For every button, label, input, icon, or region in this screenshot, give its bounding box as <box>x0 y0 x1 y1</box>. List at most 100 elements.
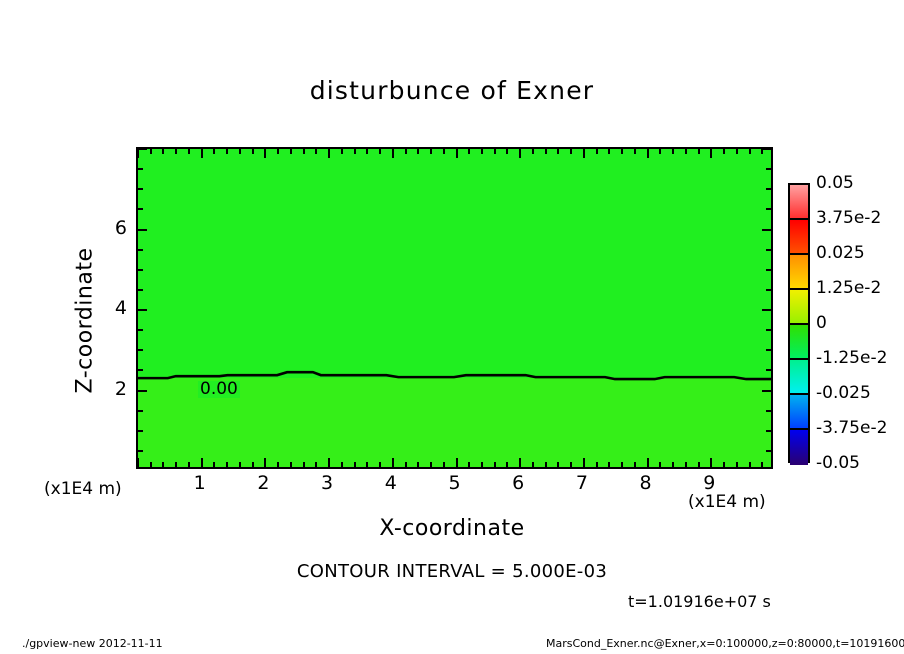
x-axis-tick <box>595 462 598 467</box>
x-axis-tick <box>468 462 471 467</box>
x-axis-tick <box>175 462 178 467</box>
y-axis-tick-right <box>766 409 771 412</box>
x-axis-tick <box>659 462 662 467</box>
x-axis-tick <box>480 462 483 467</box>
x-axis-tick <box>238 462 241 467</box>
x-axis-tick <box>557 462 560 467</box>
x-axis-tick <box>379 462 382 467</box>
footer-dataset-label: MarsCond_Exner.nc@Exner,x=0:100000,z=0:8… <box>546 637 904 650</box>
colorbar-tick-label: 0.05 <box>816 173 854 193</box>
x-axis-tick-top <box>684 149 687 154</box>
x-axis-tick-top <box>519 149 522 158</box>
x-axis-tick-top <box>328 149 331 158</box>
x-axis-tick <box>506 462 509 467</box>
x-axis-tick <box>366 462 369 467</box>
y-axis-tick-right <box>762 389 771 392</box>
x-axis-tick <box>162 462 165 467</box>
x-axis-tick <box>633 462 636 467</box>
x-axis-tick-top <box>162 149 165 154</box>
x-axis-tick-label: 8 <box>639 472 652 494</box>
contour-label: 0.00 <box>198 379 240 399</box>
y-axis-tick-right <box>766 268 771 271</box>
y-axis-tick <box>138 288 143 291</box>
x-axis-tick-top <box>468 149 471 154</box>
y-axis-tick-label: 4 <box>114 297 127 319</box>
x-axis-tick-label: 9 <box>703 472 716 494</box>
x-axis-tick <box>315 462 318 467</box>
y-axis-tick-right <box>766 349 771 352</box>
contour-plot-area <box>136 147 773 469</box>
footer-command-label: ./gpview-new 2012-11-11 <box>22 637 163 650</box>
x-axis-tick-top <box>353 149 356 154</box>
x-axis-tick-top <box>226 149 229 154</box>
y-axis-tick <box>138 349 143 352</box>
y-axis-tick <box>138 409 143 412</box>
x-axis-tick-top <box>187 149 190 154</box>
x-axis-tick <box>582 458 585 467</box>
x-axis-tick-top <box>570 149 573 154</box>
x-axis-tick-top <box>315 149 318 154</box>
colorbar-band <box>790 185 808 220</box>
x-axis-tick <box>710 458 713 467</box>
x-axis-tick <box>213 462 216 467</box>
y-axis-tick-right <box>766 168 771 171</box>
x-axis-tick-top <box>251 149 254 154</box>
colorbar-tick-label: 0 <box>816 313 827 333</box>
x-axis-tick <box>226 462 229 467</box>
colorbar-tick-label: -0.025 <box>816 383 871 403</box>
y-axis-tick <box>138 168 143 171</box>
x-axis-tick-top <box>277 149 280 154</box>
y-axis-tick-label: 2 <box>114 377 127 400</box>
y-axis-tick <box>138 208 143 211</box>
x-axis-tick-top <box>455 149 458 158</box>
x-axis-tick-top <box>442 149 445 154</box>
x-axis-tick <box>264 458 267 467</box>
x-axis-tick-top <box>544 149 547 154</box>
x-axis-tick <box>570 462 573 467</box>
y-axis-tick-right <box>766 288 771 291</box>
x-unit-right-label: (x1E4 m) <box>688 492 766 512</box>
x-axis-tick-label: 6 <box>512 472 525 494</box>
x-axis-tick-label: 7 <box>575 472 588 494</box>
y-axis-tick <box>138 268 143 271</box>
x-axis-tick <box>735 462 738 467</box>
y-axis-title: Z-coordinate <box>72 247 98 394</box>
x-axis-tick <box>417 462 420 467</box>
x-axis-tick-top <box>175 149 178 154</box>
x-axis-tick-top <box>735 149 738 154</box>
x-axis-tick <box>519 458 522 467</box>
y-axis-tick <box>138 228 147 231</box>
field-region-upper <box>138 149 771 378</box>
x-axis-tick <box>340 462 343 467</box>
x-axis-tick-top <box>582 149 585 158</box>
y-axis-tick <box>138 248 143 251</box>
x-axis-tick-top <box>595 149 598 154</box>
field-region-lower <box>138 377 771 467</box>
x-axis-tick-top <box>366 149 369 154</box>
x-axis-tick <box>277 462 280 467</box>
x-axis-tick-top <box>493 149 496 154</box>
x-axis-tick-top <box>149 149 152 154</box>
x-axis-tick-top <box>672 149 675 154</box>
y-axis-tick <box>138 449 143 452</box>
y-axis-tick <box>138 369 143 372</box>
colorbar-band <box>790 430 808 465</box>
x-axis-tick-label: 3 <box>321 472 334 494</box>
x-axis-tick-top <box>238 149 241 154</box>
colorbar-band <box>790 220 808 255</box>
x-axis-tick-top <box>417 149 420 154</box>
x-axis-tick <box>353 462 356 467</box>
x-axis-tick <box>723 462 726 467</box>
x-axis-tick <box>149 462 152 467</box>
x-unit-left-label: (x1E4 m) <box>44 479 122 499</box>
x-axis-tick <box>672 462 675 467</box>
y-axis-tick-right <box>766 369 771 372</box>
y-axis-tick-right <box>766 188 771 191</box>
colorbar-band <box>790 290 808 325</box>
x-axis-tick-top <box>761 149 764 154</box>
x-axis-tick-top <box>659 149 662 154</box>
x-axis-tick <box>430 462 433 467</box>
x-axis-tick-top <box>646 149 649 158</box>
x-axis-tick-top <box>723 149 726 154</box>
x-axis-tick <box>621 462 624 467</box>
